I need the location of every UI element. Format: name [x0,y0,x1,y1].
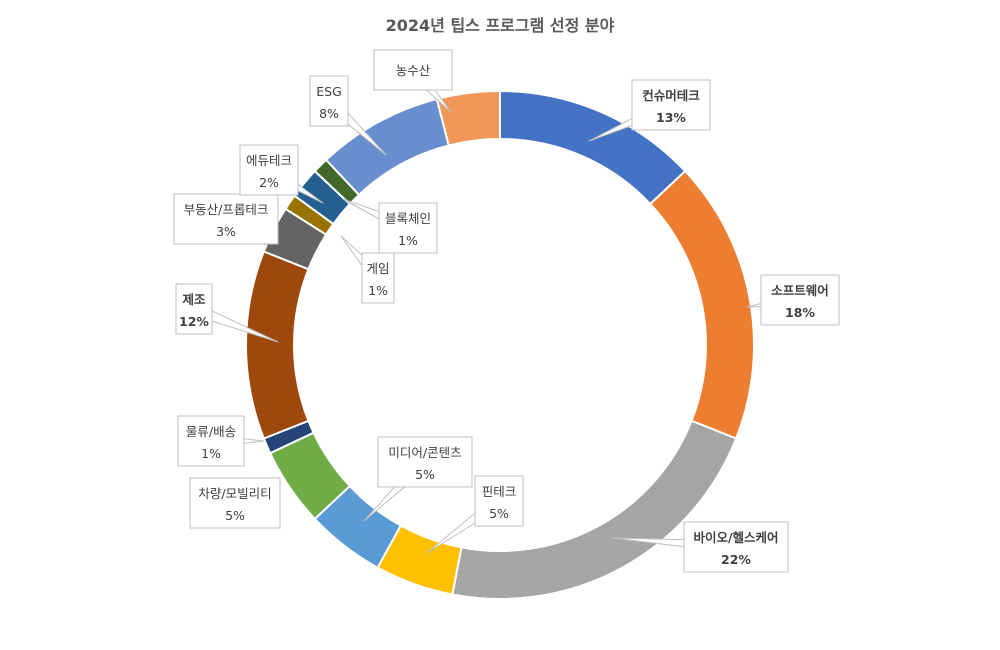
data-labels: 컨슈머테크 13% 소프트웨어 18% 바이오/헬스케어 22% 핀테크 5% 미디어/콘텐츠 5… [173,49,840,573]
slice-농수산 [435,89,501,147]
label-category: ESG [316,84,342,99]
label-category: 블록체인 [385,211,431,226]
label-percent: 2% [259,175,279,190]
label-percent: 12% [179,314,209,329]
label-category: 부동산/프롭테크 [184,202,269,217]
data-label-물류-배송: 물류/배송 1% [177,415,265,467]
slice-소프트웨어 [648,169,755,440]
label-percent: 5% [415,467,435,482]
data-label-미디어-콘텐츠: 미디어/콘텐츠 5% [363,436,473,522]
label-box [683,521,789,573]
label-category: 농수산 [396,63,431,78]
label-box [373,49,453,91]
data-label-컨슈머테크: 컨슈머테크 13% [588,79,711,142]
data-label-에듀테크: 에듀테크 2% [239,144,324,204]
label-category: 게임 [366,261,389,276]
label-category: 에듀테크 [246,153,292,168]
data-label-차량-모빌리티: 차량/모빌리티 5% [189,477,281,529]
label-percent: 3% [216,224,236,239]
label-percent: 5% [489,506,509,521]
label-box [173,193,279,245]
label-percent: 13% [656,110,686,125]
label-box [309,75,349,127]
label-box [474,475,524,527]
donut-slices [245,89,755,600]
label-percent: 5% [225,508,245,523]
chart-title: 2024년 팁스 프로그램 선정 분야 [386,16,615,35]
label-category: 미디어/콘텐츠 [388,445,461,460]
label-category: 물류/배송 [186,424,236,439]
data-label-블록체인: 블록체인 1% [342,198,438,254]
label-box [631,79,711,131]
label-percent: 22% [721,552,751,567]
data-label-소프트웨어: 소프트웨어 18% [746,274,840,326]
label-category: 소프트웨어 [771,283,829,298]
label-category: 차량/모빌리티 [198,486,271,501]
label-category: 바이오/헬스케어 [693,530,778,545]
label-percent: 18% [785,305,815,320]
data-label-농수산: 농수산 [373,49,453,113]
label-box [175,283,213,335]
label-percent: 1% [201,446,221,461]
data-label-esg: ESG 8% [309,75,387,156]
data-label-바이오-헬스케어: 바이오/헬스케어 22% [611,521,789,573]
label-category: 핀테크 [482,484,517,499]
data-label-핀테크: 핀테크 5% [426,475,524,554]
label-box [760,274,840,326]
data-label-제조: 제조 12% [175,283,279,343]
label-category: 제조 [182,292,206,307]
label-box [361,252,395,304]
label-box [378,202,438,254]
label-box [377,436,473,488]
label-box [189,477,281,529]
label-percent: 1% [398,233,418,248]
label-percent: 8% [319,106,339,121]
label-category: 컨슈머테크 [642,88,700,103]
label-box [239,144,299,196]
slice-제조 [245,250,310,440]
data-label-게임: 게임 1% [340,235,395,304]
label-percent: 1% [368,283,388,298]
data-label-부동산-프롭테크: 부동산/프롭테크 3% [173,193,279,246]
label-box [177,415,245,467]
